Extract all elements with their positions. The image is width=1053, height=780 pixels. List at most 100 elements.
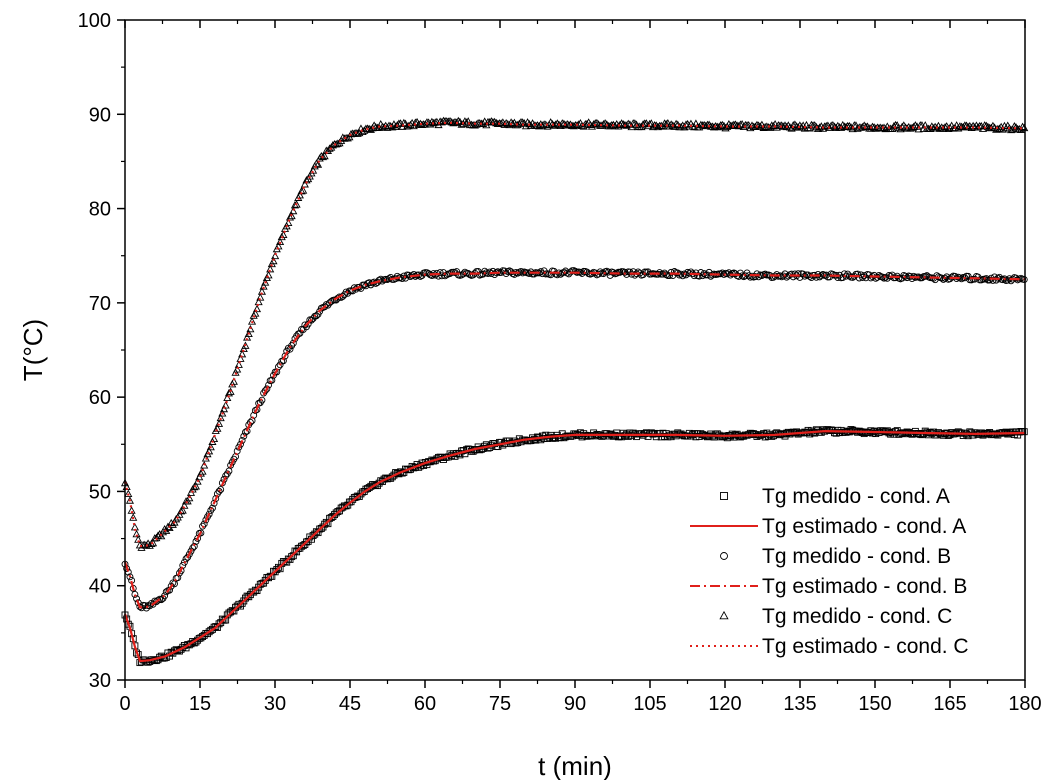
data-point <box>218 409 227 417</box>
data-point <box>752 120 762 129</box>
data-point <box>154 596 162 604</box>
x-tick-label: 45 <box>339 693 361 715</box>
data-point <box>848 124 857 133</box>
data-point <box>276 237 285 246</box>
data-point <box>124 489 133 498</box>
estimated-curve <box>123 429 1026 663</box>
data-point <box>827 121 836 129</box>
data-point <box>799 270 807 278</box>
data-point <box>735 272 743 280</box>
plot-layer <box>120 116 1029 667</box>
data-point <box>431 118 440 126</box>
data-point <box>197 529 205 537</box>
data-point <box>734 121 743 130</box>
data-point <box>657 121 666 129</box>
data-point <box>813 124 823 133</box>
data-point <box>546 118 555 126</box>
data-point <box>596 268 604 276</box>
data-point <box>621 268 629 276</box>
series-tg-medido-cond-c <box>120 116 1029 551</box>
data-point <box>619 120 628 128</box>
legend-symbol <box>720 492 728 500</box>
data-point <box>438 272 446 280</box>
data-point <box>592 118 601 127</box>
data-point <box>1001 275 1008 283</box>
data-point <box>560 268 568 276</box>
data-point <box>653 122 663 131</box>
data-point <box>784 121 793 129</box>
data-point <box>281 352 289 360</box>
data-point <box>553 119 562 127</box>
data-point <box>672 119 681 128</box>
data-point <box>659 270 667 278</box>
data-point <box>313 160 323 168</box>
data-point <box>247 317 257 325</box>
data-point <box>606 121 615 130</box>
data-point <box>718 269 726 277</box>
x-tick-label: 135 <box>783 693 816 715</box>
data-point <box>684 268 692 276</box>
data-point <box>863 122 872 130</box>
x-tick-label: 105 <box>633 693 666 715</box>
data-point <box>400 272 408 280</box>
y-axis-title: T(°C) <box>18 319 48 381</box>
data-point <box>450 117 460 126</box>
x-axis-title: t (min) <box>538 751 612 780</box>
estimated-curve <box>123 121 1026 548</box>
data-point <box>190 542 198 550</box>
data-point <box>180 558 188 566</box>
data-point <box>617 119 626 127</box>
data-point <box>767 121 776 129</box>
data-point <box>662 119 671 128</box>
legend-item: Tg estimado - cond. A <box>690 515 966 538</box>
data-point <box>572 267 579 275</box>
data-point <box>988 121 997 130</box>
data-point <box>378 122 387 130</box>
data-point <box>252 304 262 313</box>
data-point <box>259 282 268 290</box>
data-point <box>701 121 710 130</box>
legend-label: Tg medido - cond. B <box>762 545 951 568</box>
data-point <box>941 274 949 282</box>
y-tick-label: 40 <box>89 576 111 598</box>
data-point <box>680 270 688 278</box>
data-point <box>530 270 538 278</box>
data-point <box>229 377 238 385</box>
data-point <box>759 123 768 131</box>
data-point <box>668 121 677 129</box>
data-point <box>216 413 225 422</box>
data-point <box>838 120 847 129</box>
data-point <box>299 186 308 194</box>
data-point <box>801 272 809 280</box>
x-tick-label: 60 <box>414 693 436 715</box>
data-point <box>911 121 920 129</box>
data-point <box>178 506 187 514</box>
y-tick-label: 80 <box>89 199 111 221</box>
data-point <box>198 467 207 475</box>
data-point <box>939 124 948 132</box>
data-point <box>279 230 288 239</box>
data-point <box>200 461 209 469</box>
data-point <box>718 120 727 129</box>
data-point <box>794 270 802 278</box>
data-point <box>1004 276 1012 284</box>
y-tick-label: 60 <box>89 387 111 409</box>
data-point <box>459 270 467 278</box>
legend-label: Tg medido - cond. A <box>762 485 950 508</box>
data-point <box>790 120 799 128</box>
series-tg-medido-cond-b <box>121 267 1028 612</box>
data-point <box>429 118 438 127</box>
data-point <box>1011 123 1021 131</box>
y-tick-label: 100 <box>78 10 111 32</box>
data-point <box>289 339 297 347</box>
data-point <box>175 569 183 577</box>
data-point <box>699 272 706 280</box>
data-point <box>194 534 202 542</box>
data-point <box>521 121 531 130</box>
data-point <box>1005 123 1014 132</box>
data-point <box>327 298 335 305</box>
data-point <box>573 121 582 129</box>
data-point <box>145 541 154 549</box>
data-point <box>860 272 868 280</box>
data-point <box>557 270 565 278</box>
